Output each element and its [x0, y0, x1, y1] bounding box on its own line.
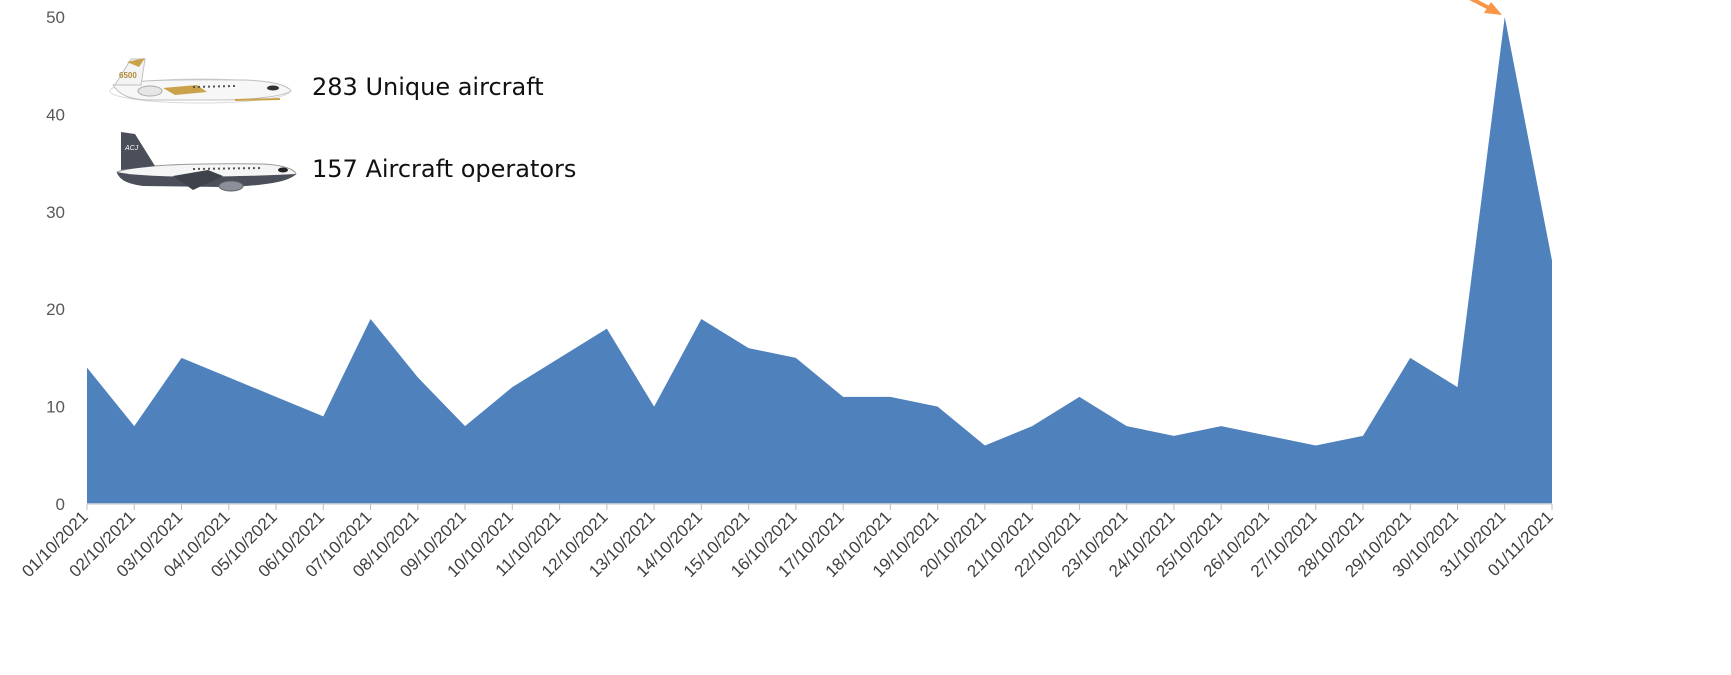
unique-aircraft-stat: 283 Unique aircraft [312, 73, 544, 101]
business-jet-white-gold-icon: 6500 [109, 58, 292, 104]
y-tick-label: 30 [46, 203, 65, 222]
x-axis: 01/10/202102/10/202103/10/202104/10/2021… [18, 504, 1557, 581]
y-tick-label: 20 [46, 300, 65, 319]
business-jet-grey-white-icon: ACJ [116, 132, 297, 192]
svg-text:ACJ: ACJ [124, 145, 139, 152]
y-tick-label: 0 [56, 495, 65, 514]
y-tick-label: 40 [46, 105, 65, 124]
y-tick-label: 10 [46, 398, 65, 417]
aircraft-operators-stat: 157 Aircraft operators [312, 155, 577, 183]
series-area [87, 17, 1552, 504]
svg-text:6500: 6500 [119, 71, 137, 80]
y-axis: 0 10 20 30 40 50 [46, 8, 65, 514]
y-tick-label: 50 [46, 8, 65, 27]
peak-annotation-arrow [1469, 0, 1502, 15]
